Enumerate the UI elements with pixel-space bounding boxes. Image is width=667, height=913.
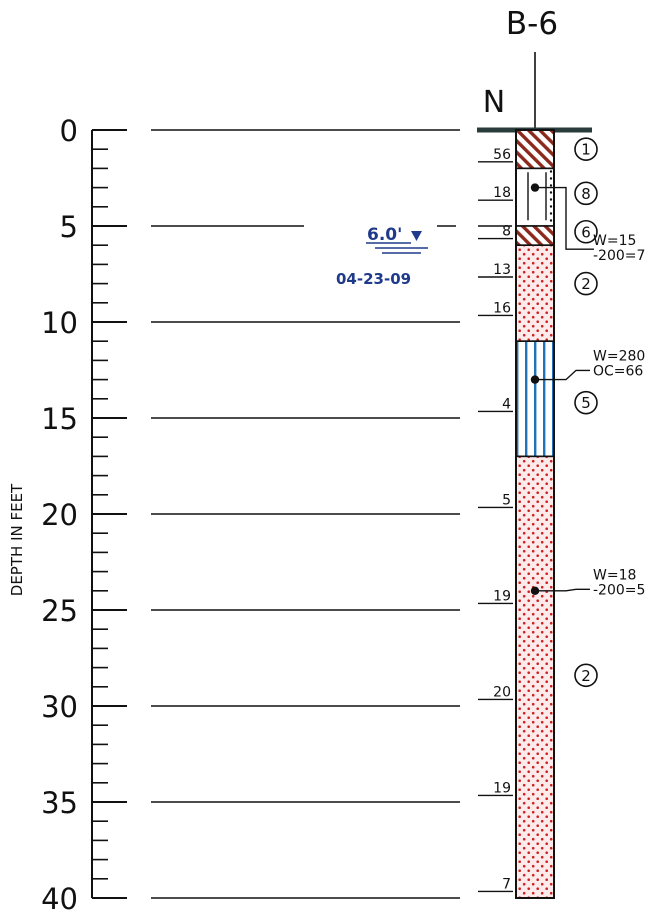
blow-count-value: 13 [493,262,511,278]
soil-layer-stipple-red [515,244,555,342]
depth-scale-ticks [92,129,127,899]
depth-axis-label: DEPTH IN FEET [8,483,26,596]
lab-test-value: W=280 [593,348,645,364]
stratum-circle [574,663,598,688]
soil-layer-vertical-blue [515,340,555,458]
soil-layer-hatch [515,129,555,170]
boring-id-title: B-6 [506,6,558,42]
sample-point [530,375,540,384]
stratum-number: 2 [581,275,591,293]
north-label: N [483,85,505,120]
stratum-circle [574,181,598,206]
blow-count-value: 56 [493,147,511,163]
depth-tick-label: 0 [60,114,78,148]
lab-test-value: W=15 [593,233,636,249]
water-level-date: 04-23-09 [336,270,411,288]
depth-tick-label: 20 [41,498,78,532]
stratum-number: 8 [581,185,591,203]
depth-tick-label: 15 [41,402,78,436]
boring-column-outline [515,129,555,899]
depth-tick-labels: 0 5 10 15 20 25 30 35 40 [41,114,78,913]
stratum-number: 5 [581,394,591,412]
depth-tick-label: 35 [41,786,78,820]
blow-count-value: 5 [502,492,511,508]
stratum-number: 1 [581,141,591,159]
lab-test-leader [539,369,590,381]
depth-tick-label: 40 [41,882,78,913]
water-level-label: 6.0' [367,225,402,245]
stratum-labels: 1 8 6 2 5 2 [574,137,598,688]
depth-tick-label: 25 [41,594,78,628]
lab-test-value: OC=66 [593,363,643,379]
lab-test-value: W=18 [593,567,636,583]
blow-count-value: 20 [493,684,511,700]
blow-counts: 56 18 8 13 16 4 5 19 20 19 7 [478,147,513,892]
soil-layer-hatch [515,225,555,247]
lab-test-leader [539,588,590,592]
blow-count-value: 8 [502,224,511,240]
depth-guide-lines [151,129,512,899]
stratum-number: 2 [581,667,591,685]
blow-count-value: 4 [502,396,511,412]
lab-test-value: -200=7 [593,248,645,264]
blow-count-value: 19 [493,780,511,796]
lab-test-value: -200=5 [593,582,645,598]
blow-count-value: 16 [493,300,511,316]
blow-count-value: 19 [493,588,511,604]
depth-tick-label: 5 [60,210,78,244]
depth-tick-label: 10 [41,306,78,340]
stratum-number: 6 [581,223,591,241]
lab-test-leader [539,186,594,250]
depth-tick-label: 30 [41,690,78,724]
stratum-circle [574,137,598,161]
blow-count-value: 18 [493,185,511,201]
soil-layer-stipple-red [515,455,555,899]
stratum-circle [574,219,598,244]
blow-count-value: 7 [502,876,511,892]
water-level-marker: 6.0' 04-23-09 [336,225,428,288]
stratum-circle [574,390,598,415]
stratum-circle [574,271,598,296]
sample-point [530,183,540,192]
water-table-triangle-icon [411,231,422,241]
soil-layers [515,129,555,899]
soil-layer-stipple-black [515,167,555,227]
sample-point [530,586,540,595]
